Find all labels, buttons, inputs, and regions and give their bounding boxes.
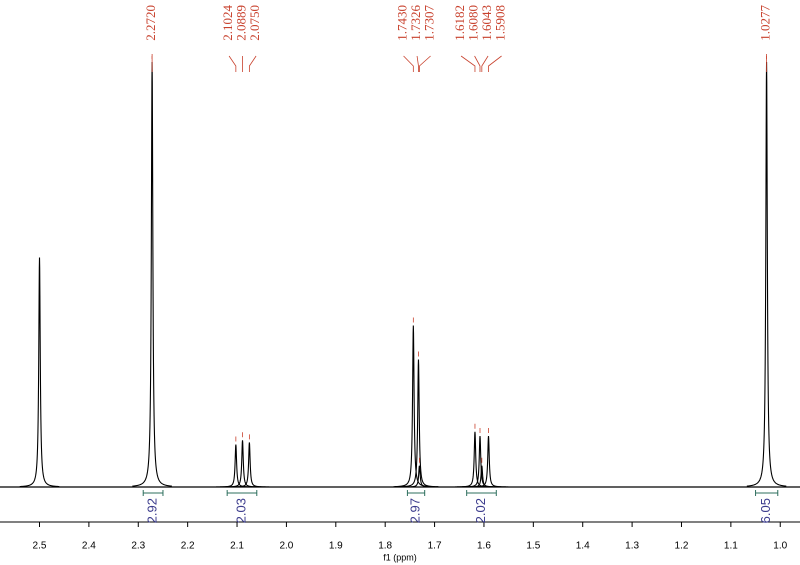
peak-connector [460, 55, 476, 72]
peak-label: 1.5908 [493, 5, 508, 41]
x-tick-label: 2.3 [131, 541, 145, 552]
peak-connector [474, 55, 481, 72]
peak-label: 2.1024 [220, 4, 235, 40]
x-tick-label: 1.4 [576, 541, 590, 552]
peak [468, 435, 509, 488]
peak-connector [228, 55, 237, 72]
integral-bracket [466, 490, 497, 496]
peak [229, 442, 270, 488]
peak [462, 465, 502, 488]
plot-area [0, 61, 800, 488]
x-tick-label: 1.3 [625, 541, 639, 552]
x-tick-label: 1.2 [675, 541, 689, 552]
peak-label: 1.7430 [395, 5, 410, 41]
x-tick-label: 2.0 [279, 541, 293, 552]
x-tick-label: 2.1 [230, 541, 244, 552]
peak-label: 1.6080 [466, 5, 481, 41]
integral-bracket [406, 490, 426, 496]
peak [393, 325, 434, 488]
peak-label: 1.6043 [479, 5, 494, 41]
x-tick-label: 1.9 [329, 541, 343, 552]
integral-bracket [755, 490, 779, 496]
peak-label: 2.0750 [247, 5, 262, 41]
x-tick-label: 2.2 [181, 541, 195, 552]
peak-connector [248, 55, 257, 72]
peak [19, 257, 60, 488]
peak-connector [403, 55, 414, 72]
peak [222, 440, 263, 488]
x-tick-label: 2.5 [33, 541, 47, 552]
integral-label: 6.05 [758, 498, 773, 523]
x-tick-label: 1.8 [378, 541, 392, 552]
peak [746, 61, 787, 487]
integral-bracket [142, 490, 164, 496]
integral-label: 2.03 [233, 498, 248, 523]
peak [399, 465, 440, 488]
integral-bracket [226, 490, 258, 496]
peak-connector [416, 55, 419, 72]
peak [216, 444, 256, 488]
peak-label: 1.7307 [422, 5, 437, 41]
x-tick-label: 1.1 [724, 541, 738, 552]
x-axis-label: f1 (ppm) [383, 552, 417, 562]
peak-label: 1.7326 [408, 5, 423, 41]
x-tick-label: 2.4 [82, 541, 96, 552]
peak-label: 1.0277 [758, 5, 773, 41]
integral-label: 2.02 [473, 498, 488, 523]
x-tick-label: 1.5 [526, 541, 540, 552]
integral-label: 2.97 [407, 498, 422, 523]
peak-label: 2.0889 [234, 5, 249, 41]
peak-label: 1.6182 [452, 5, 467, 41]
peak-connector [488, 55, 502, 72]
x-tick-label: 1.6 [477, 541, 491, 552]
x-tick-label: 1.7 [428, 541, 442, 552]
peak [398, 359, 439, 488]
peak [132, 61, 172, 487]
peak-connector [481, 55, 489, 72]
peak-connector [419, 55, 431, 72]
peak-label: 2.2720 [143, 5, 158, 41]
x-tick-label: 1.0 [773, 541, 787, 552]
integral-label: 2.92 [145, 498, 160, 523]
peak [460, 435, 500, 488]
